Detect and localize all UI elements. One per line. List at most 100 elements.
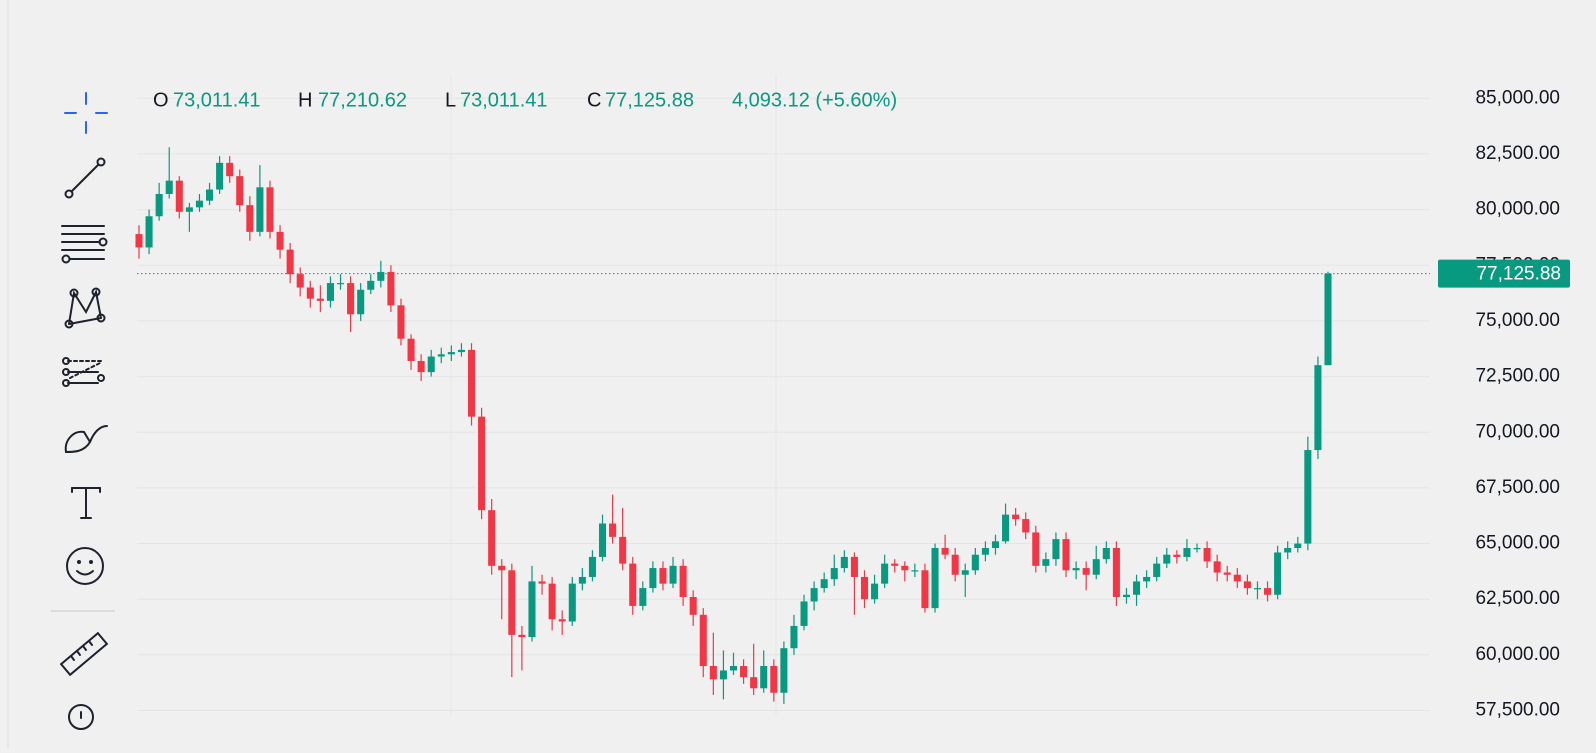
candle-body bbox=[1052, 539, 1060, 560]
candle-body bbox=[558, 619, 566, 622]
candle-body bbox=[175, 180, 183, 212]
candle-body bbox=[1304, 450, 1312, 544]
ohlc-legend: O 73,011.41 H 77,210.62 L 73,011.41 C 77… bbox=[153, 89, 897, 111]
candle-body bbox=[770, 666, 778, 693]
candle-body bbox=[649, 568, 657, 589]
candle-body bbox=[377, 271, 385, 281]
candle-body bbox=[1223, 572, 1231, 575]
candle-body bbox=[1243, 581, 1251, 589]
candle-body bbox=[155, 194, 163, 217]
candle-body bbox=[981, 548, 989, 555]
candles bbox=[135, 147, 1430, 704]
candle-body bbox=[447, 352, 455, 355]
candle-body bbox=[306, 287, 314, 299]
candle-body bbox=[488, 510, 496, 566]
legend-close: 77,125.88 bbox=[605, 89, 694, 111]
candle-body bbox=[588, 556, 596, 577]
candle-body bbox=[820, 579, 828, 589]
candle-body bbox=[1092, 559, 1100, 575]
candle-body bbox=[669, 565, 677, 584]
y-tick-label: 82,500.00 bbox=[1475, 143, 1560, 164]
legend-high-label: H bbox=[298, 89, 312, 111]
candle-body bbox=[1042, 559, 1050, 566]
candle-body bbox=[598, 523, 607, 557]
candle-body bbox=[780, 648, 788, 693]
candle-body bbox=[1324, 273, 1332, 366]
candle-body bbox=[367, 280, 375, 290]
y-tick-label: 60,000.00 bbox=[1475, 644, 1560, 665]
candle-body bbox=[236, 176, 244, 206]
y-tick-label: 80,000.00 bbox=[1475, 199, 1560, 220]
candle-body bbox=[1253, 588, 1261, 590]
candle-body bbox=[387, 271, 395, 306]
candle-body bbox=[528, 581, 536, 638]
candle-body bbox=[961, 570, 969, 575]
candle-body bbox=[971, 554, 979, 571]
candle-body bbox=[659, 568, 667, 584]
candle-body bbox=[1314, 365, 1322, 451]
candle-body bbox=[1153, 563, 1161, 577]
crosshair-tool[interactable] bbox=[64, 92, 108, 134]
drawing-toolbar bbox=[51, 92, 115, 730]
forecast-tool[interactable] bbox=[62, 357, 105, 387]
candle-body bbox=[1284, 548, 1292, 553]
candle-body bbox=[296, 274, 304, 288]
candle-body bbox=[417, 360, 425, 373]
candle-body bbox=[1183, 548, 1191, 557]
pattern-tool[interactable] bbox=[64, 287, 106, 329]
y-tick-label: 57,500.00 bbox=[1475, 700, 1560, 721]
candle-body bbox=[1294, 543, 1302, 549]
candle-body bbox=[760, 666, 768, 689]
candle-body bbox=[689, 596, 697, 615]
candle-body bbox=[810, 588, 818, 602]
legend-open-label: O bbox=[153, 89, 169, 111]
candle-body bbox=[1072, 568, 1080, 571]
last-price-label: 77,125.88 bbox=[1476, 264, 1561, 285]
candle-body bbox=[316, 298, 324, 301]
fib-tool[interactable] bbox=[61, 225, 108, 264]
candle-body bbox=[1133, 581, 1141, 595]
emoji-tool[interactable] bbox=[66, 547, 104, 585]
candle-body bbox=[719, 670, 727, 680]
candle-body bbox=[276, 231, 284, 250]
candle-body bbox=[1173, 554, 1181, 557]
candle-body bbox=[397, 305, 405, 339]
text-tool[interactable] bbox=[71, 487, 101, 519]
candle-body bbox=[850, 556, 858, 577]
candle-body bbox=[427, 356, 435, 373]
candle-body bbox=[1274, 552, 1282, 595]
y-tick-label: 85,000.00 bbox=[1475, 87, 1560, 108]
candle-body bbox=[467, 349, 476, 417]
candle-body bbox=[901, 565, 909, 571]
candle-body bbox=[609, 523, 617, 537]
candle-body bbox=[709, 666, 717, 680]
candle-body bbox=[437, 354, 445, 357]
candle-body bbox=[1264, 588, 1272, 595]
candle-body bbox=[1022, 519, 1030, 533]
candle-body bbox=[145, 216, 153, 248]
y-tick-label: 62,500.00 bbox=[1475, 588, 1560, 609]
candle-body bbox=[1082, 568, 1090, 575]
candle-body bbox=[266, 187, 274, 232]
candle-body bbox=[911, 570, 919, 572]
candle-body bbox=[1233, 574, 1241, 582]
candle-body bbox=[830, 568, 838, 580]
candle-body bbox=[750, 677, 758, 689]
candle-body bbox=[206, 189, 214, 201]
candle-body bbox=[216, 162, 224, 190]
candle-body bbox=[1102, 548, 1110, 560]
candle-body bbox=[790, 625, 798, 649]
candle-body bbox=[1002, 514, 1010, 542]
candle-body bbox=[246, 205, 254, 232]
y-tick-label: 65,000.00 bbox=[1475, 533, 1560, 554]
ruler-tool[interactable] bbox=[59, 631, 109, 677]
y-tick-label: 70,000.00 bbox=[1475, 421, 1560, 442]
trend-line-tool[interactable] bbox=[64, 157, 106, 199]
brush-tool[interactable] bbox=[64, 425, 108, 454]
candle-body bbox=[336, 283, 345, 285]
legend-open: 73,011.41 bbox=[173, 89, 261, 111]
zoom-tool[interactable] bbox=[68, 704, 94, 730]
candle-body bbox=[457, 349, 465, 353]
candle-body bbox=[226, 162, 234, 177]
